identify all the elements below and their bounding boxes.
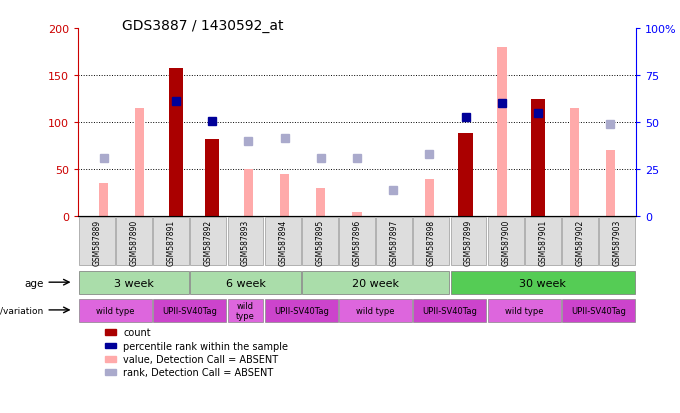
Bar: [352, 212, 362, 217]
Text: wild type: wild type: [96, 306, 135, 315]
Bar: [205, 140, 220, 217]
Text: wild type: wild type: [505, 306, 543, 315]
Text: GSM587896: GSM587896: [352, 219, 362, 265]
Text: GSM587889: GSM587889: [92, 219, 101, 265]
Text: GSM587891: GSM587891: [167, 219, 175, 265]
Text: 6 week: 6 week: [226, 278, 265, 288]
Text: GSM587890: GSM587890: [129, 219, 139, 265]
Text: 20 week: 20 week: [352, 278, 399, 288]
Text: GSM587901: GSM587901: [539, 219, 547, 265]
Bar: [425, 179, 434, 217]
Text: UPII-SV40Tag: UPII-SV40Tag: [163, 306, 217, 315]
Text: GSM587897: GSM587897: [390, 219, 398, 265]
Bar: [606, 151, 615, 217]
Text: GSM587895: GSM587895: [316, 219, 324, 265]
Bar: [458, 134, 473, 217]
Text: GSM587899: GSM587899: [464, 219, 473, 265]
Text: wild
type: wild type: [236, 301, 255, 320]
Text: wild type: wild type: [356, 306, 395, 315]
Bar: [497, 48, 507, 217]
Text: GDS3887 / 1430592_at: GDS3887 / 1430592_at: [122, 19, 284, 33]
Text: 3 week: 3 week: [114, 278, 154, 288]
Text: GSM587902: GSM587902: [575, 219, 585, 265]
Text: GSM587894: GSM587894: [278, 219, 287, 265]
Text: UPII-SV40Tag: UPII-SV40Tag: [422, 306, 477, 315]
Bar: [316, 189, 326, 217]
Text: count: count: [123, 328, 151, 337]
Text: GSM587898: GSM587898: [427, 219, 436, 265]
Bar: [135, 109, 144, 217]
Text: percentile rank within the sample: percentile rank within the sample: [123, 341, 288, 351]
Text: GSM587900: GSM587900: [501, 219, 510, 265]
Bar: [243, 170, 253, 217]
Text: GSM587893: GSM587893: [241, 219, 250, 265]
Text: value, Detection Call = ABSENT: value, Detection Call = ABSENT: [123, 354, 278, 364]
Text: GSM587892: GSM587892: [204, 219, 213, 265]
Text: GSM587903: GSM587903: [613, 219, 622, 265]
Text: rank, Detection Call = ABSENT: rank, Detection Call = ABSENT: [123, 367, 273, 377]
Text: age: age: [25, 278, 44, 288]
Text: genotype/variation: genotype/variation: [0, 306, 44, 315]
Text: UPII-SV40Tag: UPII-SV40Tag: [274, 306, 328, 315]
Text: UPII-SV40Tag: UPII-SV40Tag: [571, 306, 626, 315]
Bar: [531, 100, 545, 217]
Bar: [99, 184, 108, 217]
Bar: [570, 109, 579, 217]
Text: 30 week: 30 week: [520, 278, 566, 288]
Bar: [169, 69, 183, 217]
Bar: [280, 175, 289, 217]
